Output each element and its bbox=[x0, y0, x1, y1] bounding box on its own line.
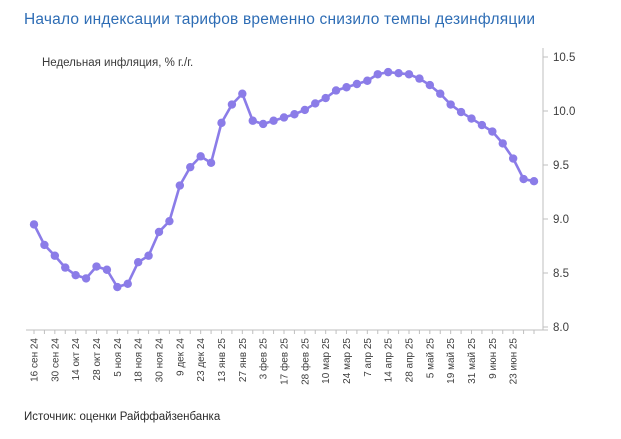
data-point-marker bbox=[227, 100, 237, 109]
x-tick-label: 18 ноя 24 bbox=[134, 338, 145, 383]
x-tick-label: 7 апр 25 bbox=[363, 338, 374, 377]
data-point-marker bbox=[165, 216, 174, 226]
x-tick-label: 30 ноя 24 bbox=[155, 338, 166, 383]
y-tick-label: 8.5 bbox=[553, 268, 569, 280]
x-tick-label: 9 июн 25 bbox=[488, 338, 499, 379]
x-axis-ticks: 16 сен 24 30 сен 24 14 окт 24 28 окт 24 5 но… bbox=[30, 330, 535, 385]
data-point-marker bbox=[154, 227, 164, 237]
data-point-marker bbox=[40, 240, 49, 250]
data-point-marker bbox=[133, 258, 143, 267]
x-tick-label: 17 фев 25 bbox=[279, 338, 291, 385]
data-point-marker bbox=[352, 79, 362, 89]
x-tick-label: 5 ноя 24 bbox=[113, 338, 124, 377]
series-weekly-inflation bbox=[29, 67, 539, 292]
x-tick-label: 13 янв 25 bbox=[217, 338, 228, 382]
x-tick-label: 9 дек 24 bbox=[175, 338, 186, 376]
data-point-marker bbox=[529, 177, 539, 186]
data-point-marker bbox=[81, 274, 91, 283]
x-tick-label: 31 май 25 bbox=[467, 338, 478, 384]
data-point-marker bbox=[206, 158, 216, 168]
x-tick-label: 5 май 25 bbox=[425, 338, 436, 379]
data-point-marker bbox=[363, 76, 372, 85]
x-tick-label: 28 апр 25 bbox=[405, 338, 416, 383]
y-axis-ticks: 8.0 8.5 9.0 9.5 10.0 10.5 bbox=[543, 52, 575, 334]
x-tick-label: 3 фев 25 bbox=[258, 338, 270, 380]
series-legend-label: Недельная инфляция, % г./г. bbox=[42, 57, 194, 69]
data-point-marker bbox=[394, 69, 403, 78]
data-point-marker bbox=[61, 263, 70, 272]
data-point-marker bbox=[331, 86, 341, 95]
x-tick-label: 24 мар 25 bbox=[342, 338, 353, 384]
y-tick-label: 10.0 bbox=[553, 106, 575, 118]
data-point-marker bbox=[50, 251, 60, 260]
data-point-marker bbox=[300, 105, 310, 115]
x-tick-label: 14 апр 25 bbox=[384, 338, 395, 383]
data-point-marker bbox=[342, 83, 351, 92]
data-point-marker bbox=[446, 100, 455, 109]
series-line bbox=[32, 70, 536, 289]
data-point-marker bbox=[238, 89, 247, 98]
data-point-marker bbox=[488, 127, 497, 136]
y-tick-label: 9.5 bbox=[553, 160, 569, 172]
data-point-marker bbox=[477, 120, 487, 130]
data-point-marker bbox=[436, 89, 445, 98]
data-point-marker bbox=[102, 265, 112, 274]
data-point-marker bbox=[415, 74, 424, 83]
chart-title: Начало индексации тарифов временно снизи… bbox=[24, 11, 536, 28]
x-tick-label: 27 янв 25 bbox=[238, 338, 249, 382]
data-point-marker bbox=[123, 279, 132, 288]
data-point-marker bbox=[248, 116, 257, 125]
data-point-marker bbox=[383, 67, 393, 77]
x-tick-label: 23 июн 25 bbox=[509, 338, 520, 385]
data-point-marker bbox=[175, 181, 185, 190]
data-point-marker bbox=[290, 110, 299, 119]
x-tick-label: 30 сен 24 bbox=[50, 338, 61, 382]
data-point-marker bbox=[258, 119, 268, 129]
data-point-marker bbox=[404, 70, 414, 79]
data-point-marker bbox=[321, 93, 330, 103]
axes bbox=[26, 48, 548, 331]
data-point-marker bbox=[113, 282, 122, 292]
y-tick-label: 9.0 bbox=[553, 214, 569, 226]
data-point-marker bbox=[498, 139, 507, 148]
data-point-marker bbox=[29, 220, 39, 229]
x-tick-label: 10 мар 25 bbox=[321, 338, 332, 384]
data-point-marker bbox=[467, 114, 476, 123]
data-point-marker bbox=[144, 251, 153, 260]
data-point-marker bbox=[311, 99, 320, 108]
data-point-marker bbox=[519, 174, 528, 184]
data-point-marker bbox=[217, 118, 226, 128]
data-point-marker bbox=[186, 162, 195, 172]
source-note: Источник: оценки Райффайзенбанка bbox=[24, 411, 221, 423]
x-tick-label: 28 фев 25 bbox=[299, 338, 311, 385]
x-tick-label: 28 окт 24 bbox=[92, 338, 103, 381]
data-point-marker bbox=[508, 154, 518, 163]
y-tick-label: 10.5 bbox=[553, 52, 575, 64]
data-point-marker bbox=[279, 113, 289, 122]
data-point-marker bbox=[456, 107, 466, 117]
x-tick-label: 16 сен 24 bbox=[30, 338, 41, 382]
data-point-marker bbox=[92, 262, 101, 271]
data-point-marker bbox=[425, 80, 435, 90]
data-point-marker bbox=[373, 70, 382, 79]
x-tick-label: 19 май 25 bbox=[446, 338, 457, 384]
x-tick-label: 23 дек 24 bbox=[196, 338, 207, 382]
y-tick-label: 8.0 bbox=[553, 322, 569, 334]
data-point-marker bbox=[269, 116, 278, 125]
data-point-marker bbox=[196, 152, 205, 161]
x-tick-label: 14 окт 24 bbox=[71, 338, 82, 381]
weekly-inflation-line-chart: 8.0 8.5 9.0 9.5 10.0 10.5 16 сен 24 30 сен 24 14… bbox=[26, 48, 575, 385]
data-point-marker bbox=[71, 270, 80, 280]
